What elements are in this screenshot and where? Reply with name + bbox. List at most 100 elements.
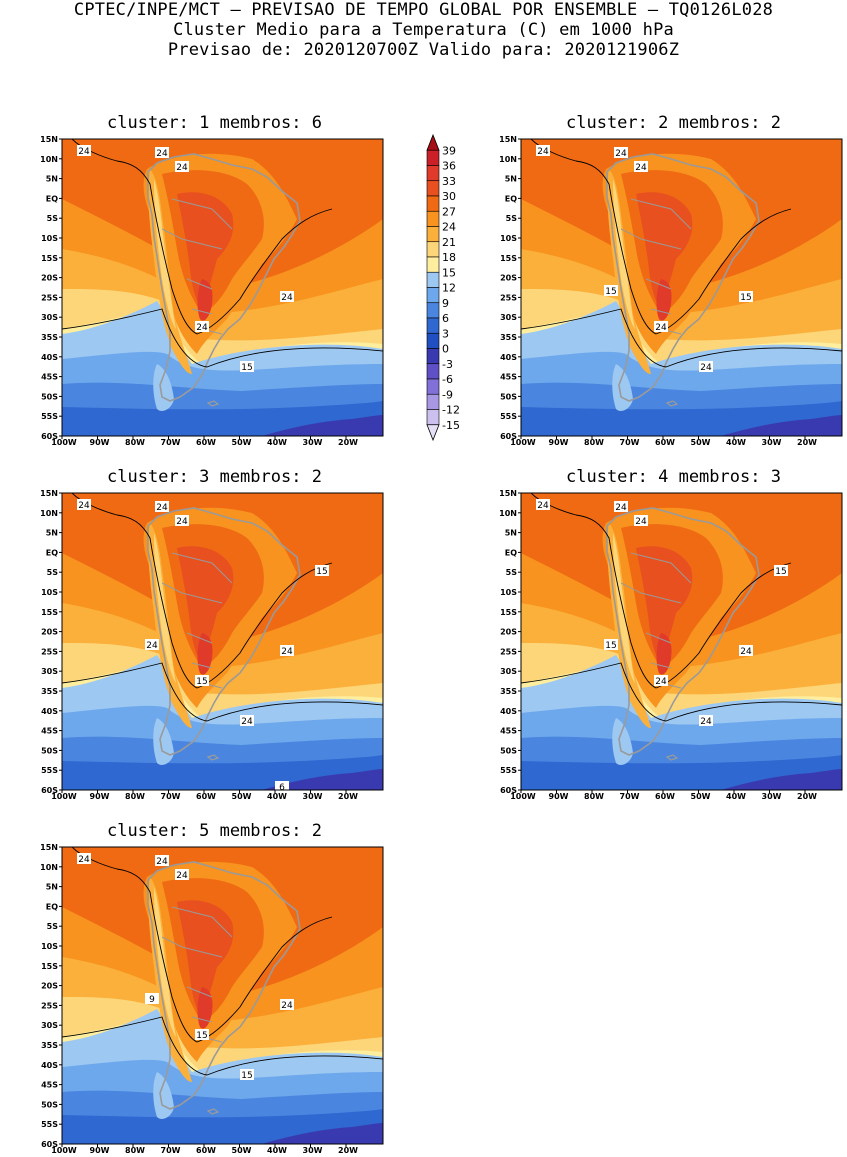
lat-tick-label: 40S xyxy=(500,707,517,716)
contour-15 xyxy=(521,662,842,722)
lat-tick-label: 10N xyxy=(499,509,517,518)
colorbar-swatch xyxy=(426,165,440,182)
lat-tick-label: 35S xyxy=(41,687,58,696)
lat-tick-label: 60S xyxy=(500,432,517,441)
contour-label: 15 xyxy=(195,1029,209,1041)
lat-tick-label: 15N xyxy=(499,135,517,144)
colorbar-label: 33 xyxy=(442,175,456,188)
map-panel-4: 24 24 24 24 24 24 15 15 15N 10N 5N EQ 5S 10S 15S 20S 25S… xyxy=(499,489,843,801)
lat-tick-label: 5S xyxy=(506,568,518,577)
contour-label: 24 xyxy=(634,161,648,173)
contour-label: 15 xyxy=(195,675,209,687)
lat-tick-label: 15N xyxy=(40,843,58,852)
lat-tick-label: 60S xyxy=(41,1140,58,1149)
coastline xyxy=(606,153,760,402)
lon-tick-label: 20W xyxy=(797,792,817,801)
contour-label: 24 xyxy=(175,161,189,173)
lon-tick-label: 60W xyxy=(196,438,216,447)
continent-30 xyxy=(177,192,234,309)
colorbar-label: 9 xyxy=(442,297,449,310)
lon-tick-label: 30W xyxy=(303,792,323,801)
contour-label: 24 xyxy=(280,645,294,657)
lat-tick-label: 55S xyxy=(41,412,58,421)
band-minus3 xyxy=(721,769,842,790)
lat-tick-label: 5S xyxy=(47,568,59,577)
colorbar-swatch xyxy=(426,317,440,334)
lat-tick-label: 15S xyxy=(41,962,58,971)
lon-tick-label: 40W xyxy=(267,1146,287,1155)
colorbar-label: 18 xyxy=(442,251,456,264)
contour-label: 24 xyxy=(77,145,91,157)
lon-tick-label: 80W xyxy=(125,438,145,447)
lon-tick-label: 90W xyxy=(90,792,110,801)
contour-label: 15 xyxy=(604,285,618,297)
andes-18 xyxy=(154,533,176,683)
svg-text:15: 15 xyxy=(605,641,616,651)
band-minus3 xyxy=(262,1123,383,1144)
lat-tick-label: 40S xyxy=(41,353,58,362)
lon-tick-label: 80W xyxy=(125,792,145,801)
lat-tick-label: 10S xyxy=(41,588,58,597)
lon-tick-label: 30W xyxy=(762,438,782,447)
contour-label: 24 xyxy=(614,501,628,513)
continent-33 xyxy=(656,633,672,675)
continent-30 xyxy=(177,900,234,1017)
svg-text:24: 24 xyxy=(156,149,168,159)
country-borders xyxy=(620,198,692,335)
map-frame xyxy=(61,846,384,1145)
lat-tick-label: 50S xyxy=(500,392,517,401)
colorbar-label: 15 xyxy=(442,266,456,279)
svg-text:24: 24 xyxy=(281,293,293,303)
contour-24 xyxy=(71,139,333,335)
falklands-outline xyxy=(665,400,679,407)
colorbar-swatch xyxy=(426,393,440,410)
lat-tick-label: 5S xyxy=(47,214,59,223)
band-minus3 xyxy=(721,415,842,436)
lat-tick-label: 45S xyxy=(41,373,58,382)
lat-tick-label: EQ xyxy=(505,548,517,557)
colorbar-swatch xyxy=(426,271,440,288)
lat-tick-label: 5N xyxy=(505,175,517,184)
colorbar-label: 24 xyxy=(442,221,456,234)
contour-label: 24 xyxy=(77,853,91,865)
contour-label: 24 xyxy=(699,715,713,727)
lat-tick-label: 45S xyxy=(41,1081,58,1090)
lat-tick-label: 35S xyxy=(41,333,58,342)
lon-tick-label: 20W xyxy=(797,438,817,447)
colorbar-label: 3 xyxy=(442,327,449,340)
lat-tick-label: 30S xyxy=(500,667,517,676)
lat-tick-label: 35S xyxy=(41,1041,58,1050)
svg-text:24: 24 xyxy=(537,147,549,157)
svg-text:15: 15 xyxy=(316,567,327,577)
lat-tick-label: 20S xyxy=(41,274,58,283)
contour-15 xyxy=(521,308,842,368)
lat-tick-label: 60S xyxy=(41,432,58,441)
lon-tick-label: 70W xyxy=(620,438,640,447)
svg-text:24: 24 xyxy=(176,517,188,527)
lon-tick-label: 60W xyxy=(196,792,216,801)
andes-18 xyxy=(613,533,635,683)
lat-tick-label: 15N xyxy=(499,489,517,498)
lat-tick-label: 55S xyxy=(500,766,517,775)
svg-text:24: 24 xyxy=(655,677,667,687)
country-borders xyxy=(161,552,233,689)
lat-tick-label: EQ xyxy=(46,548,58,557)
svg-text:15: 15 xyxy=(241,1071,252,1081)
lat-tick-label: EQ xyxy=(46,194,58,203)
lat-tick-label: 45S xyxy=(500,727,517,736)
lat-tick-label: 10N xyxy=(40,863,58,872)
lat-tick-label: 25S xyxy=(500,647,517,656)
lat-tick-label: 5N xyxy=(46,883,58,892)
contour-label: 24 xyxy=(240,715,254,727)
lon-tick-label: 40W xyxy=(726,438,746,447)
colorbar-label: 27 xyxy=(442,205,456,218)
lat-tick-label: 50S xyxy=(500,746,517,755)
colorbar-label: -12 xyxy=(442,404,460,417)
contour-label: 15 xyxy=(774,565,788,577)
contour-label: 24 xyxy=(739,645,753,657)
svg-text:15: 15 xyxy=(775,567,786,577)
andes-18 xyxy=(154,179,176,329)
patagonia-12 xyxy=(612,364,633,411)
svg-text:24: 24 xyxy=(156,857,168,867)
